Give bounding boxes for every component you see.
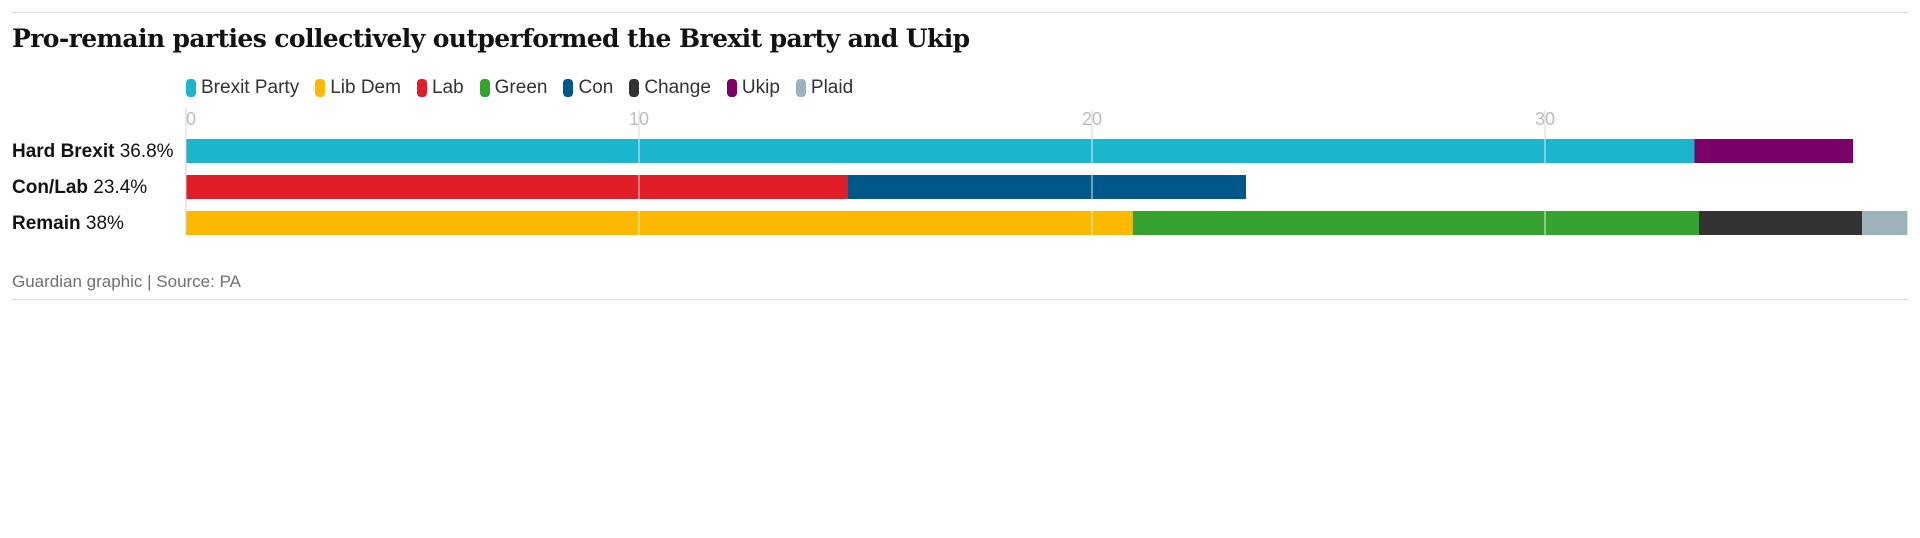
bar-segment-remain-green — [1132, 211, 1700, 235]
stacked-bar-chart: 0 10 20 30 — [185, 108, 1908, 235]
row-label-hard-brexit: Hard Brexit 36.8% — [12, 141, 174, 163]
legend-label: Brexit Party — [201, 77, 300, 98]
row-label-con-lab: Con/Lab 23.4% — [12, 177, 147, 199]
legend-label: Green — [494, 77, 548, 98]
row-label-total: 23.4% — [88, 177, 148, 198]
legend-item-lab: Lab — [416, 77, 464, 99]
row-label-name: Hard Brexit — [12, 141, 115, 162]
chart-title: Pro-remain parties collectively outperfo… — [12, 24, 970, 53]
legend-item-change: Change — [629, 77, 711, 99]
bar-segment-remain-plaid — [1862, 211, 1908, 235]
row-label-remain: Remain 38% — [12, 213, 124, 235]
legend-label: Con — [578, 77, 614, 98]
legend-label: Plaid — [810, 77, 854, 98]
legend-item-ukip: Ukip — [726, 77, 780, 99]
tick-label-10: 10 — [629, 109, 649, 129]
legend-swatch — [726, 79, 737, 97]
legend: Brexit Party Lib Dem Lab Green Con Change Ukip… — [186, 77, 869, 99]
row-label-name: Remain — [12, 213, 81, 234]
legend-item-con: Con — [563, 77, 613, 99]
legend-item-lib-dem: Lib Dem — [315, 77, 401, 99]
legend-item-brexit-party: Brexit Party — [186, 77, 299, 99]
legend-swatch — [416, 79, 427, 97]
legend-swatch — [315, 79, 326, 97]
legend-swatch — [186, 79, 196, 97]
bar-segment-hard-brexit-brexit-party — [186, 139, 1695, 163]
bar-segment-hard-brexit-ukip — [1694, 139, 1854, 163]
legend-item-plaid: Plaid — [795, 77, 854, 99]
tick-label-20: 20 — [1082, 109, 1102, 129]
bottom-rule — [12, 299, 1908, 300]
legend-item-green: Green — [479, 77, 548, 99]
bar-segment-remain-change — [1699, 211, 1863, 235]
legend-swatch — [563, 79, 574, 97]
legend-label: Ukip — [741, 77, 780, 98]
source-note: Guardian graphic | Source: PA — [12, 272, 242, 291]
bar-segment-remain-lib-dem — [186, 211, 1133, 235]
row-label-total: 36.8% — [114, 141, 174, 162]
legend-swatch — [629, 79, 640, 97]
row-label-name: Con/Lab — [12, 177, 88, 198]
bar-segment-con-lab-con — [847, 175, 1247, 199]
legend-label: Lib Dem — [330, 77, 401, 98]
legend-label: Lab — [431, 77, 464, 98]
tick-label-0: 0 — [186, 109, 196, 129]
top-rule — [12, 12, 1908, 13]
tick-label-30: 30 — [1535, 109, 1555, 129]
legend-label: Change — [644, 77, 711, 98]
bar-segment-con-lab-lab — [186, 175, 848, 199]
legend-swatch — [795, 79, 806, 97]
legend-swatch — [479, 79, 490, 97]
row-label-total: 38% — [80, 213, 124, 234]
